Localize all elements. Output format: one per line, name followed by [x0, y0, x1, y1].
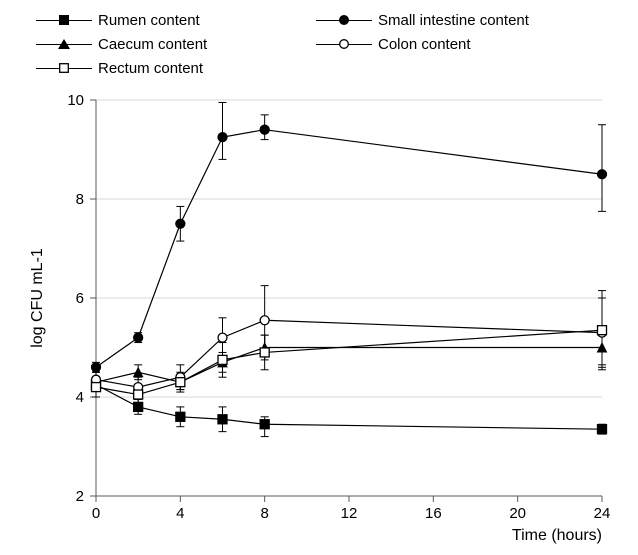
svg-text:24: 24	[594, 505, 611, 522]
svg-text:4: 4	[176, 505, 184, 522]
chart-container: Rumen content Small intestine content	[0, 0, 638, 555]
svg-text:log CFU mL-1: log CFU mL-1	[29, 248, 46, 348]
svg-text:6: 6	[76, 290, 84, 307]
svg-text:8: 8	[76, 191, 84, 208]
svg-text:16: 16	[425, 505, 442, 522]
svg-text:Time (hours): Time (hours)	[512, 527, 602, 544]
svg-text:10: 10	[67, 92, 84, 109]
chart-svg: 24681004812162024log CFU mL-1Time (hours…	[0, 0, 638, 555]
svg-text:4: 4	[76, 389, 84, 406]
svg-text:12: 12	[341, 505, 358, 522]
svg-text:8: 8	[260, 505, 268, 522]
svg-text:0: 0	[92, 505, 100, 522]
svg-text:20: 20	[509, 505, 526, 522]
svg-text:2: 2	[76, 488, 84, 505]
